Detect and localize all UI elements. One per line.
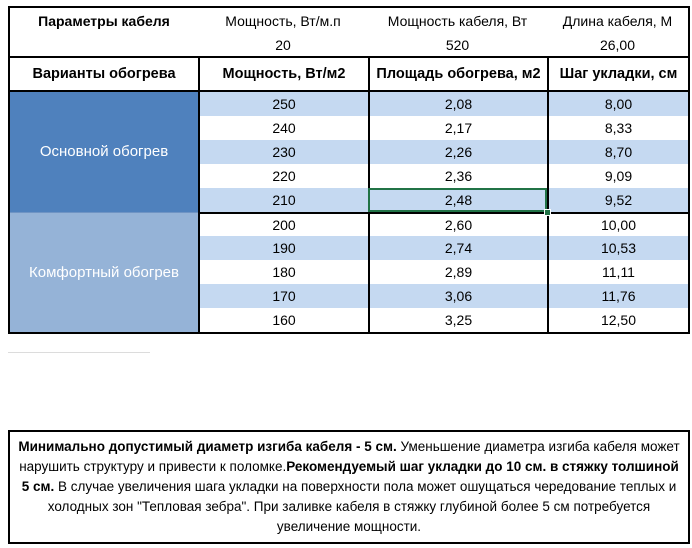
data-cell[interactable]: 190 [198,236,368,260]
cable-params-table: Параметры кабеля Мощность, Вт/м.п Мощнос… [8,6,690,334]
cable-power-value-cell[interactable]: 520 [445,37,470,54]
data-cell[interactable]: 10,00 [547,212,688,236]
data-cell[interactable]: 8,33 [547,116,688,140]
data-cell[interactable]: 9,09 [547,164,688,188]
laying-step-header-cell[interactable]: Шаг укладки, см [547,56,688,92]
data-cell[interactable]: 250 [198,92,368,116]
param-table-title-cell[interactable]: Параметры кабеля [38,13,170,30]
note-box: Минимально допустимый диаметр изгиба каб… [8,430,690,544]
data-cell[interactable]: 3,06 [368,284,547,308]
data-cell[interactable]: 230 [198,140,368,164]
cable-power-header-cell[interactable]: Мощность кабеля, Вт [387,13,528,30]
data-cell[interactable]: 2,60 [368,212,547,236]
note-segment-bold: Рекомендуемый шаг укладки до 10 см. в ст… [21,459,679,494]
power-header-cell[interactable]: Мощность, Вт/м2 [198,56,368,92]
note-segment-bold: Минимально допустимый диаметр изгиба каб… [18,439,401,454]
data-cell[interactable]: 200 [198,212,368,236]
cable-length-header-cell[interactable]: Длина кабеля, М [562,13,673,30]
power-per-meter-header-cell[interactable]: Мощность, Вт/м.п [225,13,341,30]
data-cell[interactable]: 11,11 [547,260,688,284]
data-cell[interactable]: 2,74 [368,236,547,260]
power-per-meter-value-cell[interactable]: 20 [275,37,291,54]
data-cell[interactable]: 2,17 [368,116,547,140]
group-cell-comfort-heating[interactable]: Комфортный обогрев [10,212,198,332]
data-cell[interactable]: 160 [198,308,368,332]
data-cell[interactable]: 180 [198,260,368,284]
data-cell[interactable]: 2,89 [368,260,547,284]
note-segment: Уменьшение диаметра изгиба кабеля может … [19,439,680,474]
heating-variants-header-cell[interactable]: Варианты обогрева [10,56,198,92]
note-text: Минимально допустимый диаметр изгиба каб… [18,439,679,534]
data-cell[interactable]: 240 [198,116,368,140]
data-cell[interactable]: 170 [198,284,368,308]
group-cell-main-heating[interactable]: Основной обогрев [10,92,198,212]
data-cell[interactable]: 12,50 [547,308,688,332]
data-cell[interactable]: 2,26 [368,140,547,164]
heating-area-header-cell[interactable]: Площадь обогрева, м2 [368,56,547,92]
selected-cell[interactable]: 2,48 [368,188,551,216]
cable-length-value-cell[interactable]: 26,00 [599,37,636,54]
data-cell[interactable]: 3,25 [368,308,547,332]
data-cell[interactable]: 9,52 [547,188,688,212]
selection-fill-handle[interactable] [544,209,551,216]
data-cell[interactable]: 2,36 [368,164,547,188]
data-cell[interactable]: 10,53 [547,236,688,260]
data-cell[interactable]: 8,00 [547,92,688,116]
empty-cell[interactable] [10,35,198,56]
note-segment: В случае увеличения шага укладки на пове… [47,479,677,534]
stray-gridline [8,352,150,353]
data-cell[interactable]: 2,08 [368,92,547,116]
data-cell[interactable]: 8,70 [547,140,688,164]
data-cell[interactable]: 11,76 [547,284,688,308]
data-cell[interactable]: 220 [198,164,368,188]
data-cell[interactable]: 210 [198,188,368,212]
